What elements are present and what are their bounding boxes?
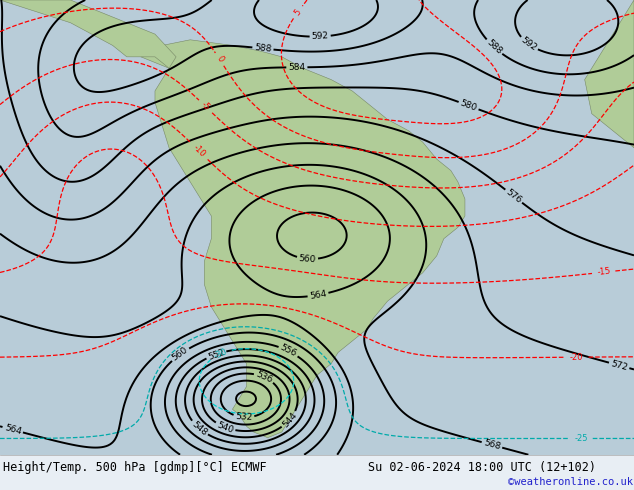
Text: -20: -20 <box>570 353 583 362</box>
Text: 560: 560 <box>171 345 190 363</box>
Text: 560: 560 <box>299 254 316 264</box>
Text: 572: 572 <box>610 359 628 372</box>
Text: ©weatheronline.co.uk: ©weatheronline.co.uk <box>508 477 633 487</box>
Text: -10: -10 <box>191 143 207 159</box>
Text: 5: 5 <box>293 7 303 17</box>
Text: 580: 580 <box>459 98 478 113</box>
Polygon shape <box>0 0 176 68</box>
Text: 552: 552 <box>207 347 226 362</box>
Text: Height/Temp. 500 hPa [gdmp][°C] ECMWF: Height/Temp. 500 hPa [gdmp][°C] ECMWF <box>3 461 267 473</box>
Text: 564: 564 <box>309 289 327 301</box>
Polygon shape <box>141 40 465 438</box>
Text: 540: 540 <box>216 420 235 435</box>
Text: 556: 556 <box>279 343 298 359</box>
Text: 548: 548 <box>190 419 209 438</box>
Text: 536: 536 <box>254 369 274 385</box>
Text: -30: -30 <box>212 347 229 361</box>
Text: 564: 564 <box>3 423 22 436</box>
Text: 576: 576 <box>504 187 523 205</box>
Text: -15: -15 <box>597 267 611 277</box>
Text: 592: 592 <box>519 35 538 53</box>
Text: 588: 588 <box>254 43 272 54</box>
Text: -5: -5 <box>200 100 212 113</box>
Text: 532: 532 <box>235 412 253 422</box>
Text: 584: 584 <box>288 63 306 72</box>
Text: 0: 0 <box>214 55 225 64</box>
Polygon shape <box>585 0 634 148</box>
Text: 544: 544 <box>280 410 299 429</box>
Text: Su 02-06-2024 18:00 UTC (12+102): Su 02-06-2024 18:00 UTC (12+102) <box>368 461 596 473</box>
Text: 592: 592 <box>311 32 329 41</box>
Text: 568: 568 <box>482 438 501 451</box>
Text: 588: 588 <box>484 38 503 56</box>
Text: -25: -25 <box>574 434 588 443</box>
